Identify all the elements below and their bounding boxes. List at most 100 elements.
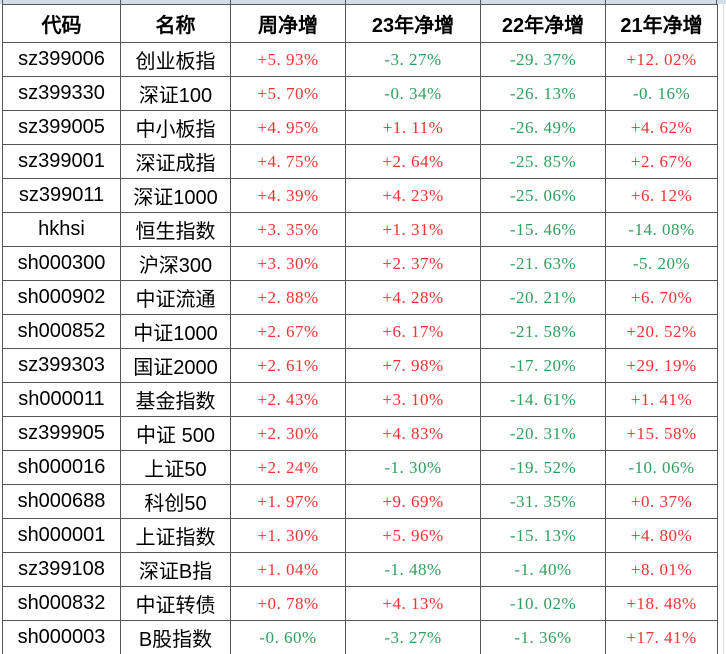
cell-2022-change: -26. 13% bbox=[480, 76, 606, 111]
cell-week-change: +3. 30% bbox=[230, 246, 346, 281]
cell-2021-change: +6. 12% bbox=[605, 178, 718, 213]
cell-2021-change: -5. 20% bbox=[605, 246, 718, 281]
cell-index-code: sh000300 bbox=[2, 246, 121, 281]
cell-week-change: +4. 95% bbox=[230, 110, 346, 145]
cell-week-change: +0. 78% bbox=[230, 586, 346, 621]
grid-tick bbox=[480, 0, 481, 4]
cell-index-name: 基金指数 bbox=[120, 382, 231, 417]
cell-2023-change: -3. 27% bbox=[345, 620, 481, 654]
grid-tick bbox=[716, 0, 717, 4]
grid-tick bbox=[2, 0, 3, 4]
cell-index-code: sz399006 bbox=[2, 42, 121, 77]
cell-week-change: +2. 43% bbox=[230, 382, 346, 417]
cell-2021-change: +18. 48% bbox=[605, 586, 718, 621]
cell-index-code: sh000011 bbox=[2, 382, 121, 417]
cell-2023-change: +4. 83% bbox=[345, 416, 481, 451]
column-header-week-change: 周净增 bbox=[230, 4, 346, 43]
header-row: 代码 名称 周净增 23年净增 22年净增 21年净增 bbox=[2, 4, 718, 43]
cell-2021-change: +6. 70% bbox=[605, 280, 718, 315]
table-row: sz399303 国证2000 +2. 61% +7. 98% -17. 20%… bbox=[2, 348, 718, 383]
table-body: sz399006 创业板指 +5. 93% -3. 27% -29. 37% +… bbox=[2, 42, 718, 654]
cell-2021-change: +2. 67% bbox=[605, 144, 718, 179]
grid-tick bbox=[605, 0, 606, 4]
column-header-2022-change: 22年净增 bbox=[480, 4, 606, 43]
cell-2021-change: +1. 41% bbox=[605, 382, 718, 417]
cell-index-code: sz399001 bbox=[2, 144, 121, 179]
cell-2022-change: -25. 06% bbox=[480, 178, 606, 213]
cell-index-code: sh000016 bbox=[2, 450, 121, 485]
cell-week-change: +1. 04% bbox=[230, 552, 346, 587]
cell-week-change: +2. 30% bbox=[230, 416, 346, 451]
cell-2021-change: +12. 02% bbox=[605, 42, 718, 77]
cell-2021-change: +20. 52% bbox=[605, 314, 718, 349]
cell-2023-change: +3. 10% bbox=[345, 382, 481, 417]
cell-index-code: sh000852 bbox=[2, 314, 121, 349]
cell-2021-change: -10. 06% bbox=[605, 450, 718, 485]
cell-index-code: sz399005 bbox=[2, 110, 121, 145]
cell-index-name: 中证流通 bbox=[120, 280, 231, 315]
cell-2021-change: +15. 58% bbox=[605, 416, 718, 451]
cell-2022-change: -31. 35% bbox=[480, 484, 606, 519]
cell-2022-change: -29. 37% bbox=[480, 42, 606, 77]
spreadsheet-gridline bbox=[723, 0, 724, 654]
cell-2021-change: +8. 01% bbox=[605, 552, 718, 587]
cell-index-name: B股指数 bbox=[120, 620, 231, 654]
table-row: sh000300 沪深300 +3. 30% +2. 37% -21. 63% … bbox=[2, 246, 718, 281]
cell-week-change: +5. 70% bbox=[230, 76, 346, 111]
table-row: sz399005 中小板指 +4. 95% +1. 11% -26. 49% +… bbox=[2, 110, 718, 145]
cell-2023-change: -1. 48% bbox=[345, 552, 481, 587]
cell-2023-change: +4. 13% bbox=[345, 586, 481, 621]
cell-index-name: 中证转债 bbox=[120, 586, 231, 621]
table-row: sh000688 科创50 +1. 97% +9. 69% -31. 35% +… bbox=[2, 484, 718, 519]
cell-2023-change: -3. 27% bbox=[345, 42, 481, 77]
table-row: sh000902 中证流通 +2. 88% +4. 28% -20. 21% +… bbox=[2, 280, 718, 315]
cell-index-name: 中小板指 bbox=[120, 110, 231, 145]
cell-2022-change: -10. 02% bbox=[480, 586, 606, 621]
cell-2022-change: -21. 63% bbox=[480, 246, 606, 281]
cell-2021-change: -14. 08% bbox=[605, 212, 718, 247]
cell-2023-change: +7. 98% bbox=[345, 348, 481, 383]
cell-2021-change: -0. 16% bbox=[605, 76, 718, 111]
cell-2021-change: +4. 62% bbox=[605, 110, 718, 145]
cell-week-change: +2. 61% bbox=[230, 348, 346, 383]
table-row: hkhsi 恒生指数 +3. 35% +1. 31% -15. 46% -14.… bbox=[2, 212, 718, 247]
grid-tick bbox=[345, 0, 346, 4]
cell-2023-change: -0. 34% bbox=[345, 76, 481, 111]
cell-index-name: 深证成指 bbox=[120, 144, 231, 179]
cell-index-code: sh000003 bbox=[2, 620, 121, 654]
cell-week-change: +3. 35% bbox=[230, 212, 346, 247]
cell-2022-change: -15. 46% bbox=[480, 212, 606, 247]
column-header-2023-change: 23年净增 bbox=[345, 4, 481, 43]
cell-week-change: +2. 24% bbox=[230, 450, 346, 485]
cell-week-change: +4. 39% bbox=[230, 178, 346, 213]
cell-index-name: 上证50 bbox=[120, 450, 231, 485]
grid-tick bbox=[120, 0, 121, 4]
cell-index-code: hkhsi bbox=[2, 212, 121, 247]
cell-2022-change: -21. 58% bbox=[480, 314, 606, 349]
cell-index-code: sh000902 bbox=[2, 280, 121, 315]
cropped-row-above-strip bbox=[0, 0, 726, 4]
cell-2022-change: -1. 40% bbox=[480, 552, 606, 587]
cell-2023-change: +2. 64% bbox=[345, 144, 481, 179]
cell-2023-change: +1. 31% bbox=[345, 212, 481, 247]
cell-index-code: sz399330 bbox=[2, 76, 121, 111]
cell-2022-change: -20. 21% bbox=[480, 280, 606, 315]
cell-index-name: 沪深300 bbox=[120, 246, 231, 281]
cell-2022-change: -26. 49% bbox=[480, 110, 606, 145]
table-row: sh000003 B股指数 -0. 60% -3. 27% -1. 36% +1… bbox=[2, 620, 718, 654]
table-row: sz399108 深证B指 +1. 04% -1. 48% -1. 40% +8… bbox=[2, 552, 718, 587]
cell-index-name: 上证指数 bbox=[120, 518, 231, 553]
cell-week-change: +4. 75% bbox=[230, 144, 346, 179]
index-performance-table: 代码 名称 周净增 23年净增 22年净增 21年净增 sz399006 创业板… bbox=[2, 4, 718, 654]
cell-index-name: 中证1000 bbox=[120, 314, 231, 349]
table-row: sh000016 上证50 +2. 24% -1. 30% -19. 52% -… bbox=[2, 450, 718, 485]
cell-week-change: +2. 88% bbox=[230, 280, 346, 315]
cell-2023-change: +5. 96% bbox=[345, 518, 481, 553]
cell-2023-change: -1. 30% bbox=[345, 450, 481, 485]
column-header-code: 代码 bbox=[2, 4, 121, 43]
cell-2022-change: -1. 36% bbox=[480, 620, 606, 654]
cell-index-name: 科创50 bbox=[120, 484, 231, 519]
column-header-name: 名称 bbox=[120, 4, 231, 43]
table-row: sz399905 中证 500 +2. 30% +4. 83% -20. 31%… bbox=[2, 416, 718, 451]
